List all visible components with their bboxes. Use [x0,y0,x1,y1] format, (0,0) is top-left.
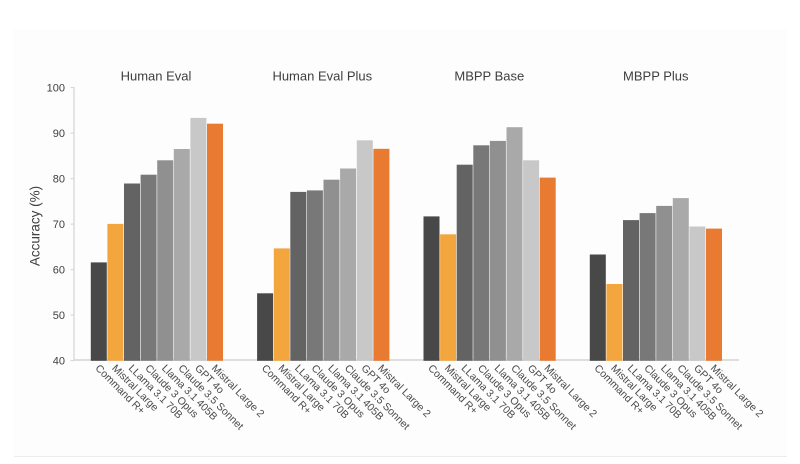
svg-text:70: 70 [53,219,65,231]
svg-text:80: 80 [53,174,65,186]
svg-text:90: 90 [53,128,65,140]
svg-text:60: 60 [53,265,65,277]
svg-text:MBPP Base: MBPP Base [454,69,524,84]
svg-text:50: 50 [53,310,65,322]
svg-text:MBPP Plus: MBPP Plus [623,69,689,84]
svg-text:40: 40 [53,356,65,368]
svg-text:100: 100 [47,83,65,95]
svg-text:Accuracy (%): Accuracy (%) [28,186,43,266]
svg-text:Human Eval Plus: Human Eval Plus [272,69,372,84]
svg-text:Human Eval: Human Eval [121,69,192,84]
